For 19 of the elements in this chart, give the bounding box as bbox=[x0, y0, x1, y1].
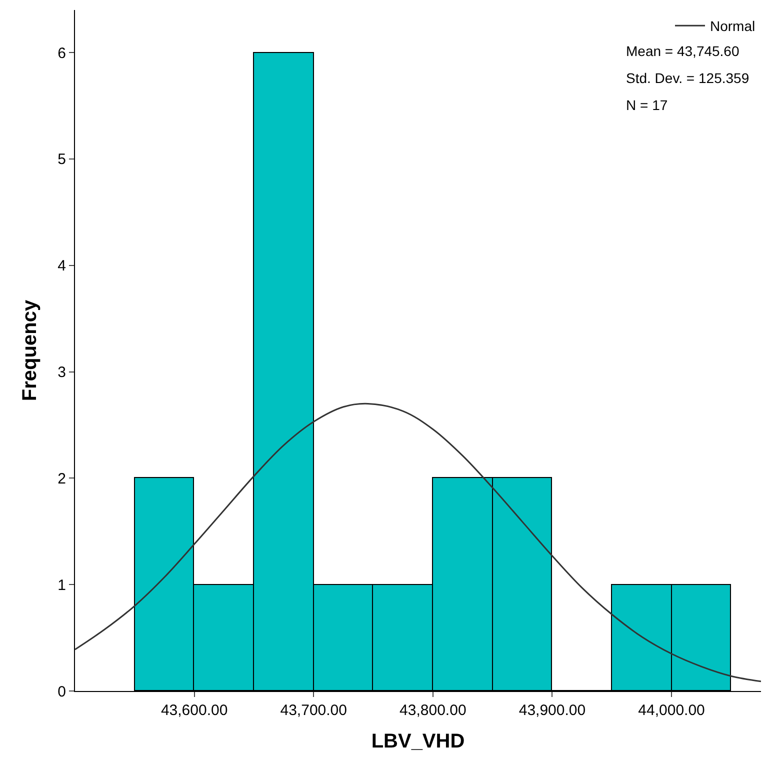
x-tick-label: 43,600.00 bbox=[160, 702, 228, 719]
line-series bbox=[75, 402, 761, 682]
annotation: N = 17 bbox=[626, 97, 668, 113]
y-axis-title: Frequency bbox=[19, 299, 42, 402]
x-tick-label: 44,000.00 bbox=[638, 702, 705, 719]
y-tick-label: 6 bbox=[58, 44, 66, 62]
annotation: Mean = 43,745.60 bbox=[626, 43, 740, 59]
x-axis-title: LBV_VHD bbox=[371, 730, 465, 752]
y-tick-label: 2 bbox=[58, 470, 66, 488]
annotation: Std. Dev. = 125.359 bbox=[626, 70, 750, 86]
x-tick-label: 43,700.00 bbox=[280, 702, 347, 719]
x-tick-label: 43,900.00 bbox=[518, 702, 586, 719]
y-tick-label: 1 bbox=[58, 576, 66, 594]
y-tick-label: 5 bbox=[58, 151, 66, 168]
legend-label: Normal bbox=[710, 18, 756, 34]
x-tick-label: 43,800.00 bbox=[400, 702, 466, 719]
y-tick-label: 3 bbox=[58, 364, 66, 382]
y-tick-label: 0 bbox=[58, 683, 66, 700]
y-tick-label: 4 bbox=[58, 258, 66, 275]
